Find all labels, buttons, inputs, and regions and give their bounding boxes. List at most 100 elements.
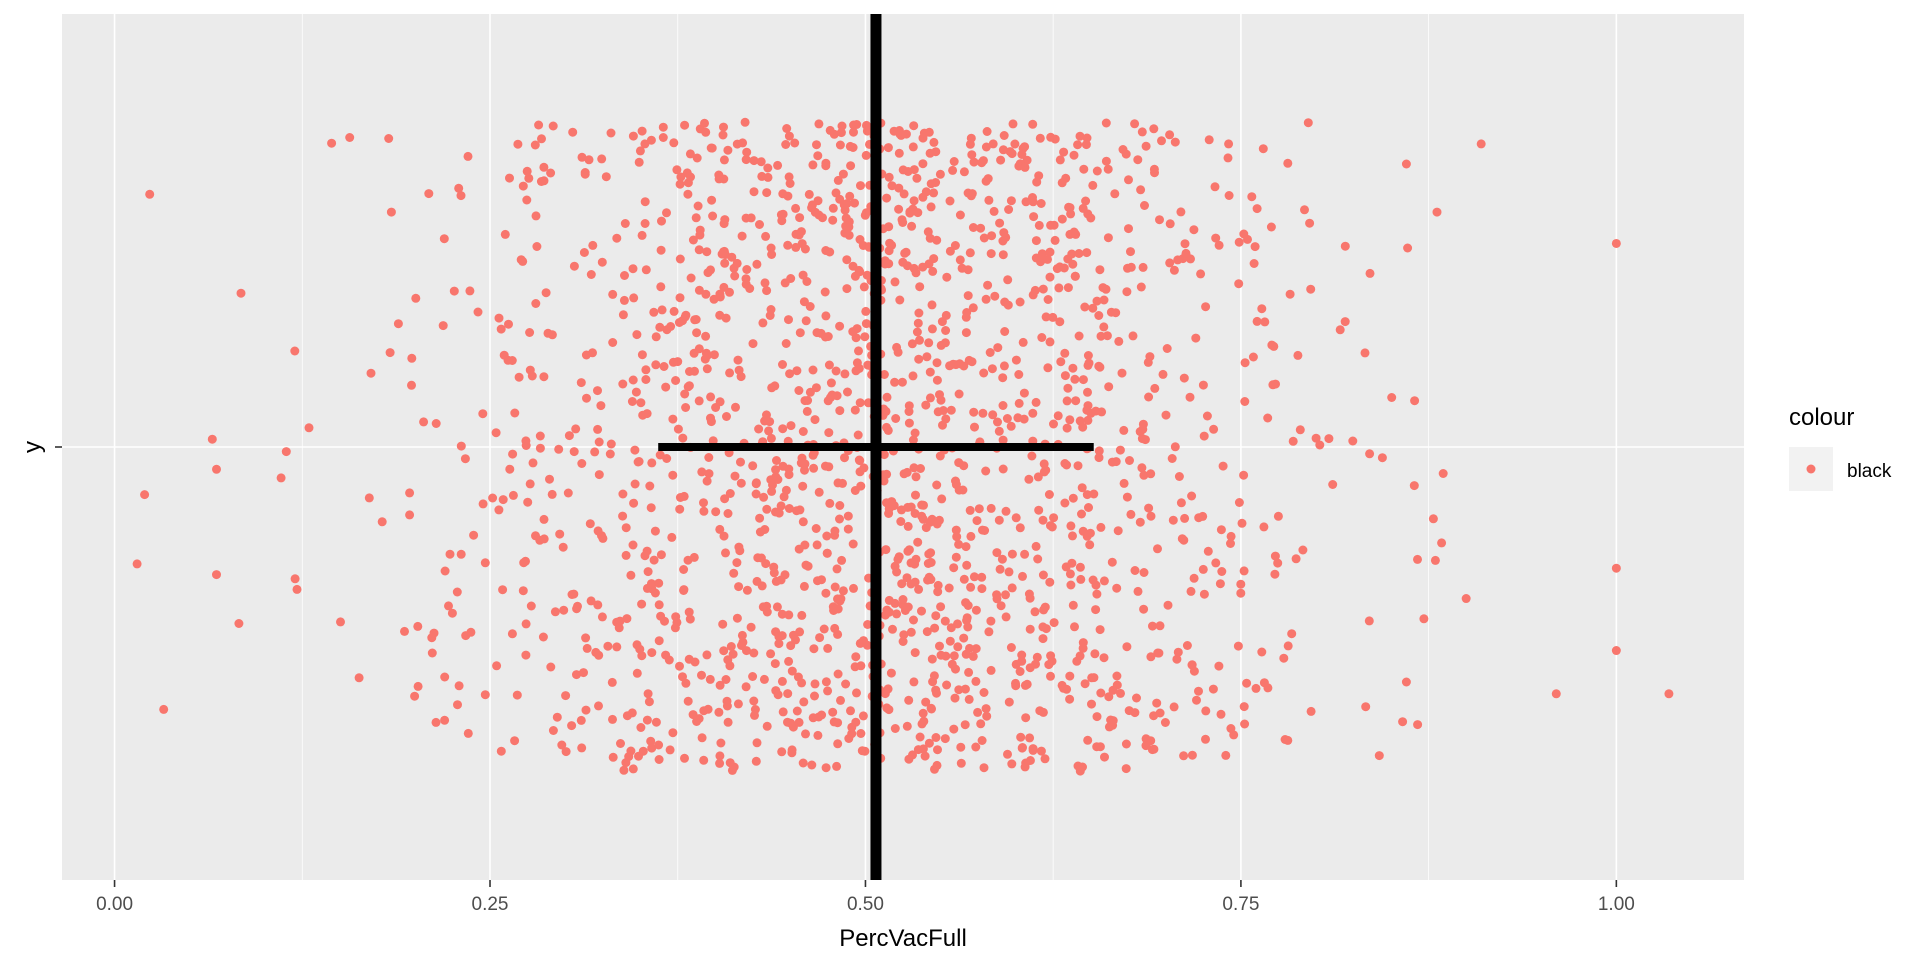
data-point	[778, 360, 787, 369]
data-point	[699, 506, 709, 516]
data-point	[207, 434, 217, 444]
data-point	[1173, 647, 1183, 657]
data-point	[907, 339, 917, 349]
data-point	[678, 433, 688, 443]
data-point	[539, 162, 549, 172]
data-point	[903, 602, 913, 612]
data-point	[581, 705, 591, 715]
data-point	[1165, 219, 1175, 229]
data-point	[908, 142, 918, 152]
data-point	[814, 487, 824, 497]
data-point	[861, 306, 871, 316]
data-point	[377, 517, 387, 527]
data-point	[514, 372, 524, 382]
data-point	[1116, 688, 1125, 698]
data-point	[1144, 392, 1154, 402]
data-point	[1187, 750, 1197, 760]
data-point	[561, 747, 571, 757]
data-point	[655, 450, 665, 460]
data-point	[862, 640, 872, 650]
data-point	[546, 168, 556, 178]
data-point	[641, 365, 651, 375]
data-point	[1024, 474, 1034, 484]
data-point	[1295, 425, 1305, 435]
data-point	[715, 751, 725, 761]
data-point	[620, 219, 630, 228]
data-point	[1073, 140, 1083, 150]
data-point	[424, 189, 434, 199]
data-point	[1057, 178, 1067, 188]
data-point	[1011, 659, 1021, 669]
data-point	[547, 330, 557, 340]
data-point	[931, 178, 941, 187]
data-point	[593, 526, 603, 536]
data-point	[921, 400, 931, 410]
data-point	[962, 613, 972, 623]
data-point	[995, 218, 1005, 228]
data-point	[972, 516, 982, 526]
data-point	[976, 223, 986, 233]
data-point	[463, 728, 473, 738]
data-point	[749, 187, 759, 197]
data-point	[1069, 150, 1079, 160]
data-point	[427, 648, 437, 658]
data-point	[949, 157, 959, 166]
data-point	[774, 632, 784, 642]
data-point	[783, 240, 793, 250]
data-point	[522, 166, 532, 176]
data-point	[1432, 207, 1442, 217]
data-point	[1082, 490, 1092, 500]
data-point	[1028, 119, 1038, 129]
data-point	[1288, 436, 1298, 446]
data-point	[772, 602, 782, 612]
data-point	[769, 568, 779, 578]
data-point	[918, 262, 928, 272]
data-point	[236, 288, 246, 298]
data-point	[889, 501, 899, 511]
data-point	[1293, 350, 1303, 360]
data-point	[822, 548, 832, 558]
data-point	[1082, 531, 1092, 541]
data-point	[897, 579, 907, 589]
data-point	[879, 476, 889, 486]
data-point	[1121, 739, 1131, 749]
data-point	[912, 327, 922, 337]
data-point	[579, 668, 588, 678]
data-point	[948, 359, 958, 369]
data-point	[807, 760, 817, 770]
data-point	[922, 352, 932, 362]
data-point	[345, 133, 355, 142]
data-point	[688, 710, 698, 720]
data-point	[1133, 586, 1143, 596]
data-point	[851, 652, 861, 662]
data-point	[1239, 566, 1249, 576]
data-point	[1020, 549, 1030, 559]
data-point	[1068, 600, 1078, 610]
data-point	[879, 370, 889, 379]
data-point	[932, 519, 942, 529]
data-point	[835, 406, 845, 416]
data-point	[902, 467, 912, 477]
data-point	[940, 734, 950, 744]
data-point	[848, 261, 858, 271]
data-point	[1095, 265, 1105, 275]
data-point	[1335, 325, 1345, 335]
data-point	[762, 504, 772, 514]
data-point	[730, 271, 740, 281]
data-point	[728, 649, 738, 659]
data-point	[771, 576, 781, 586]
data-point	[847, 729, 857, 739]
data-point	[632, 640, 642, 650]
data-point	[1287, 629, 1297, 639]
data-point	[725, 758, 735, 768]
data-point	[956, 742, 966, 752]
data-point	[456, 191, 466, 201]
data-point	[1223, 153, 1233, 163]
data-point	[767, 250, 777, 259]
data-point	[632, 668, 642, 678]
data-point	[726, 642, 736, 651]
data-point	[825, 498, 835, 508]
data-point	[1096, 522, 1106, 532]
data-point	[992, 548, 1002, 558]
data-point	[825, 247, 835, 257]
